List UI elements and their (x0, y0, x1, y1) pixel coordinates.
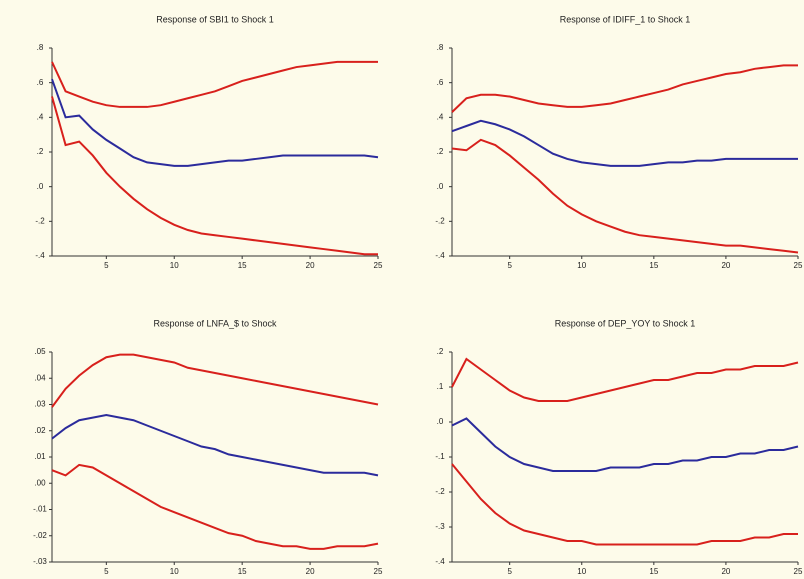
y-tick-label: .02 (34, 426, 46, 435)
response-line (51, 353, 379, 408)
y-tick-label: -.3 (435, 522, 445, 531)
x-tick-label: 15 (238, 567, 247, 576)
x-tick-label: 5 (507, 567, 512, 576)
x-tick-label: 10 (170, 261, 179, 270)
chart-title: Response of DEP_YOY to Shock 1 (555, 318, 695, 328)
y-tick-label: -.1 (435, 452, 445, 461)
x-tick-label: 20 (721, 567, 730, 576)
response-line (51, 60, 378, 108)
y-tick-label: .1 (437, 382, 444, 391)
y-tick-label: -.4 (435, 251, 445, 260)
y-tick-label: .01 (34, 452, 46, 461)
y-tick-label: .00 (34, 478, 46, 487)
y-tick-label: -.2 (435, 216, 445, 225)
x-tick-label: 20 (306, 567, 315, 576)
response-line (51, 96, 378, 256)
y-tick-label: .03 (34, 400, 46, 409)
chart-title: Response of LNFA_$ to Shock (153, 318, 277, 328)
response-line (451, 357, 799, 402)
y-tick-label: .2 (37, 147, 44, 156)
response-line (451, 417, 799, 472)
response-line (451, 463, 798, 546)
y-tick-label: .05 (34, 347, 46, 356)
y-tick-label: .4 (37, 112, 44, 121)
chart-title: Response of SBI1 to Shock 1 (156, 14, 274, 24)
response-line (451, 138, 799, 254)
y-tick-label: .0 (437, 417, 444, 426)
x-tick-label: 10 (170, 567, 179, 576)
y-tick-label: -.4 (35, 251, 45, 260)
x-tick-label: 20 (721, 261, 730, 270)
response-line (51, 413, 379, 477)
y-tick-label: .8 (437, 43, 444, 52)
response-line (451, 119, 798, 167)
x-tick-label: 5 (507, 261, 512, 270)
y-tick-label: -.2 (435, 487, 445, 496)
y-tick-label: .6 (37, 78, 44, 87)
response-line (51, 463, 379, 550)
y-tick-label: .6 (437, 78, 444, 87)
response-line (51, 78, 379, 167)
y-tick-label: .0 (37, 182, 44, 191)
response-line (451, 64, 798, 113)
y-tick-label: -.02 (33, 531, 47, 540)
chart-title: Response of IDIFF_1 to Shock 1 (560, 14, 691, 24)
x-tick-label: 5 (104, 261, 109, 270)
x-tick-label: 25 (374, 567, 383, 576)
x-tick-label: 15 (238, 261, 247, 270)
y-tick-label: -.03 (33, 557, 47, 566)
y-tick-label: .0 (437, 182, 444, 191)
y-tick-label: .04 (34, 373, 46, 382)
x-tick-label: 15 (649, 261, 658, 270)
y-tick-label: .4 (437, 112, 444, 121)
x-tick-label: 10 (577, 261, 586, 270)
y-tick-label: .8 (37, 43, 44, 52)
y-tick-label: -.4 (435, 557, 445, 566)
x-tick-label: 5 (104, 567, 109, 576)
y-tick-label: .2 (437, 347, 444, 356)
y-tick-label: -.2 (35, 216, 45, 225)
x-tick-label: 10 (577, 567, 586, 576)
x-tick-label: 25 (794, 261, 803, 270)
x-tick-label: 15 (649, 567, 658, 576)
x-tick-label: 20 (306, 261, 315, 270)
y-tick-label: -.01 (33, 505, 47, 514)
x-tick-label: 25 (374, 261, 383, 270)
y-tick-label: .2 (437, 147, 444, 156)
x-tick-label: 25 (794, 567, 803, 576)
